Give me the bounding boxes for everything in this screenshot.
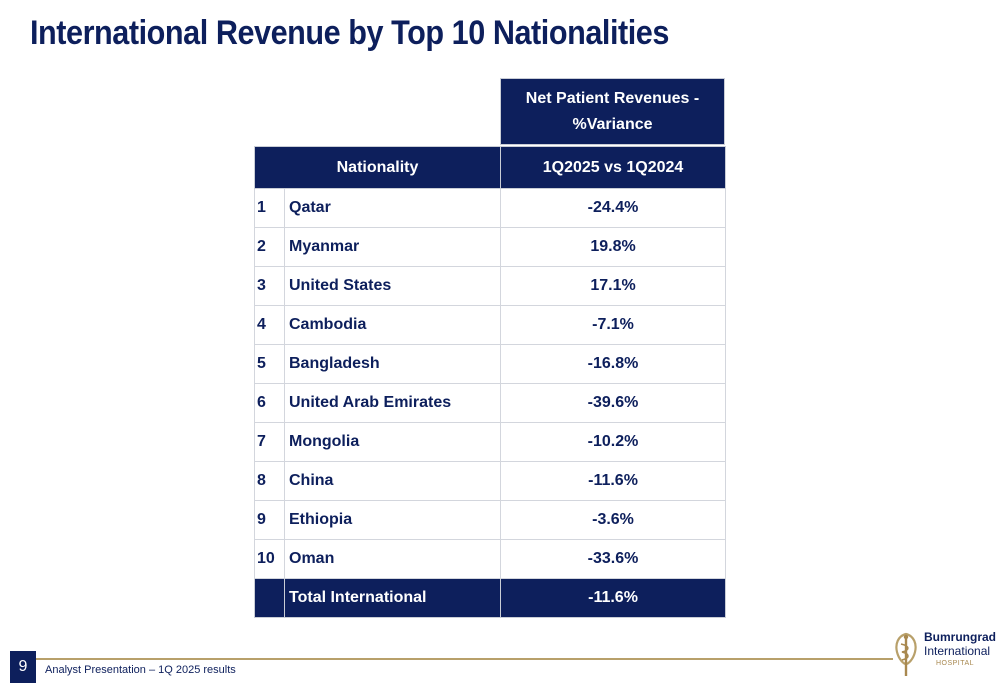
row-nationality: Qatar xyxy=(283,188,502,228)
row-nationality: Oman xyxy=(283,539,502,579)
row-rank: 4 xyxy=(254,305,285,345)
table-row: 1 Qatar -24.4% xyxy=(254,188,727,228)
row-rank: 6 xyxy=(254,383,285,423)
row-nationality: Bangladesh xyxy=(283,344,502,384)
row-nationality: Cambodia xyxy=(283,305,502,345)
table-row: 9 Ethiopia -3.6% xyxy=(254,500,727,540)
table-row: 5 Bangladesh -16.8% xyxy=(254,344,727,384)
row-variance: -33.6% xyxy=(500,539,727,579)
period-column-header: 1Q2025 vs 1Q2024 xyxy=(500,146,727,189)
row-rank: 3 xyxy=(254,266,285,306)
total-label: Total International xyxy=(283,578,502,618)
row-variance: 19.8% xyxy=(500,227,727,267)
footer-text: Analyst Presentation – 1Q 2025 results xyxy=(45,664,236,676)
row-rank: 8 xyxy=(254,461,285,501)
row-rank: 5 xyxy=(254,344,285,384)
row-nationality: Mongolia xyxy=(283,422,502,462)
logo-line-1: Bumrungrad xyxy=(924,630,996,644)
total-variance: -11.6% xyxy=(500,578,727,618)
row-nationality: Ethiopia xyxy=(283,500,502,540)
page-number: 9 xyxy=(10,651,36,683)
logo-line-3: HOSPITAL xyxy=(935,660,975,667)
row-rank: 2 xyxy=(254,227,285,267)
row-variance: -3.6% xyxy=(500,500,727,540)
nationality-revenue-table: Nationality 1Q2025 vs 1Q2024 1 Qatar -24.4… xyxy=(253,146,727,618)
net-patient-revenues-header-label: Net Patient Revenues - %Variance xyxy=(525,89,700,133)
row-variance: -10.2% xyxy=(500,422,727,462)
nationality-column-header: Nationality xyxy=(253,146,502,189)
row-nationality: United States xyxy=(283,266,502,306)
row-nationality: China xyxy=(283,461,502,501)
row-rank: 7 xyxy=(254,422,285,462)
logo-wordmark: Bumrungrad International HOSPITAL xyxy=(924,630,996,670)
row-variance: -39.6% xyxy=(500,383,727,423)
table-row: 2 Myanmar 19.8% xyxy=(254,227,727,267)
footer-divider xyxy=(10,658,893,660)
table-row: 3 United States 17.1% xyxy=(254,266,727,306)
row-variance: -16.8% xyxy=(500,344,727,384)
total-rank-blank xyxy=(254,578,285,618)
row-rank: 10 xyxy=(254,539,285,579)
row-variance: -7.1% xyxy=(500,305,727,345)
net-patient-revenues-header: Net Patient Revenues - %Variance xyxy=(500,78,725,145)
table-row: 10 Oman -33.6% xyxy=(254,539,727,579)
table-column-header-row: Nationality 1Q2025 vs 1Q2024 xyxy=(253,146,727,189)
total-row: Total International -11.6% xyxy=(254,578,727,618)
table-row: 4 Cambodia -7.1% xyxy=(254,305,727,345)
logo-line-2: International xyxy=(924,644,991,658)
row-nationality: Myanmar xyxy=(283,227,502,267)
row-nationality: United Arab Emirates xyxy=(283,383,502,423)
page-title: International Revenue by Top 10 National… xyxy=(30,14,669,52)
caduceus-emblem-icon xyxy=(895,632,917,676)
row-variance: -11.6% xyxy=(500,461,727,501)
row-variance: 17.1% xyxy=(500,266,727,306)
row-variance: -24.4% xyxy=(500,188,727,228)
row-rank: 1 xyxy=(254,188,285,228)
table-row: 8 China -11.6% xyxy=(254,461,727,501)
table-row: 7 Mongolia -10.2% xyxy=(254,422,727,462)
table-row: 6 United Arab Emirates -39.6% xyxy=(254,383,727,423)
row-rank: 9 xyxy=(254,500,285,540)
bumrungrad-logo: Bumrungrad International HOSPITAL xyxy=(890,630,996,680)
